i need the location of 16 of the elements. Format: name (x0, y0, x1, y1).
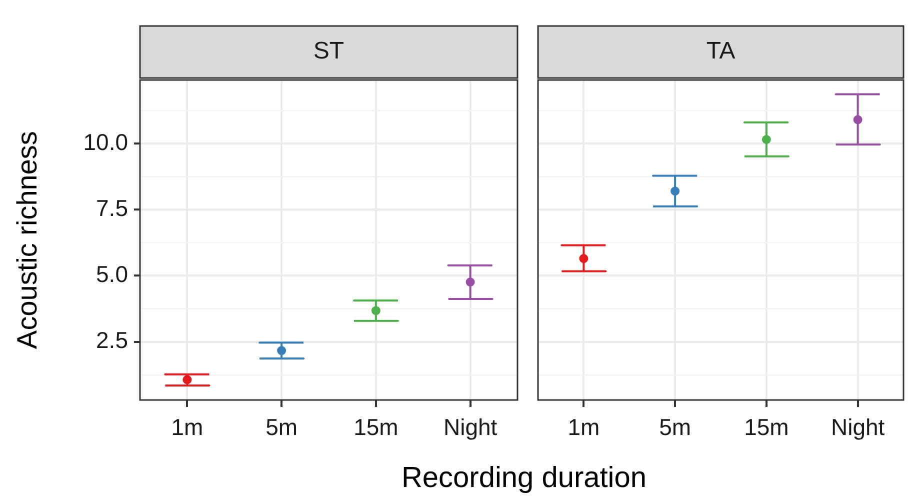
y-tick-label: 2.5 (96, 327, 128, 354)
y-tick-label: 10.0 (83, 128, 128, 155)
x-tick-label: 1m (568, 414, 600, 440)
y-axis-title: Acoustic richness (12, 131, 43, 349)
x-tick-label: 5m (266, 414, 298, 440)
y-tick-label: 7.5 (96, 194, 128, 221)
x-tick-label: 1m (171, 414, 204, 440)
y-tick-label: 5.0 (96, 261, 128, 288)
chart-title: ST (313, 38, 344, 65)
x-axis-title: Recording duration (400, 462, 648, 495)
x-tick-label: 5m (659, 414, 692, 440)
chart-title: TA (706, 38, 736, 65)
x-tick-label: 15m (354, 414, 398, 440)
x-tick-label: Night (830, 414, 886, 440)
x-tick-label: Night (443, 414, 498, 440)
x-tick-label: 15m (744, 414, 789, 440)
